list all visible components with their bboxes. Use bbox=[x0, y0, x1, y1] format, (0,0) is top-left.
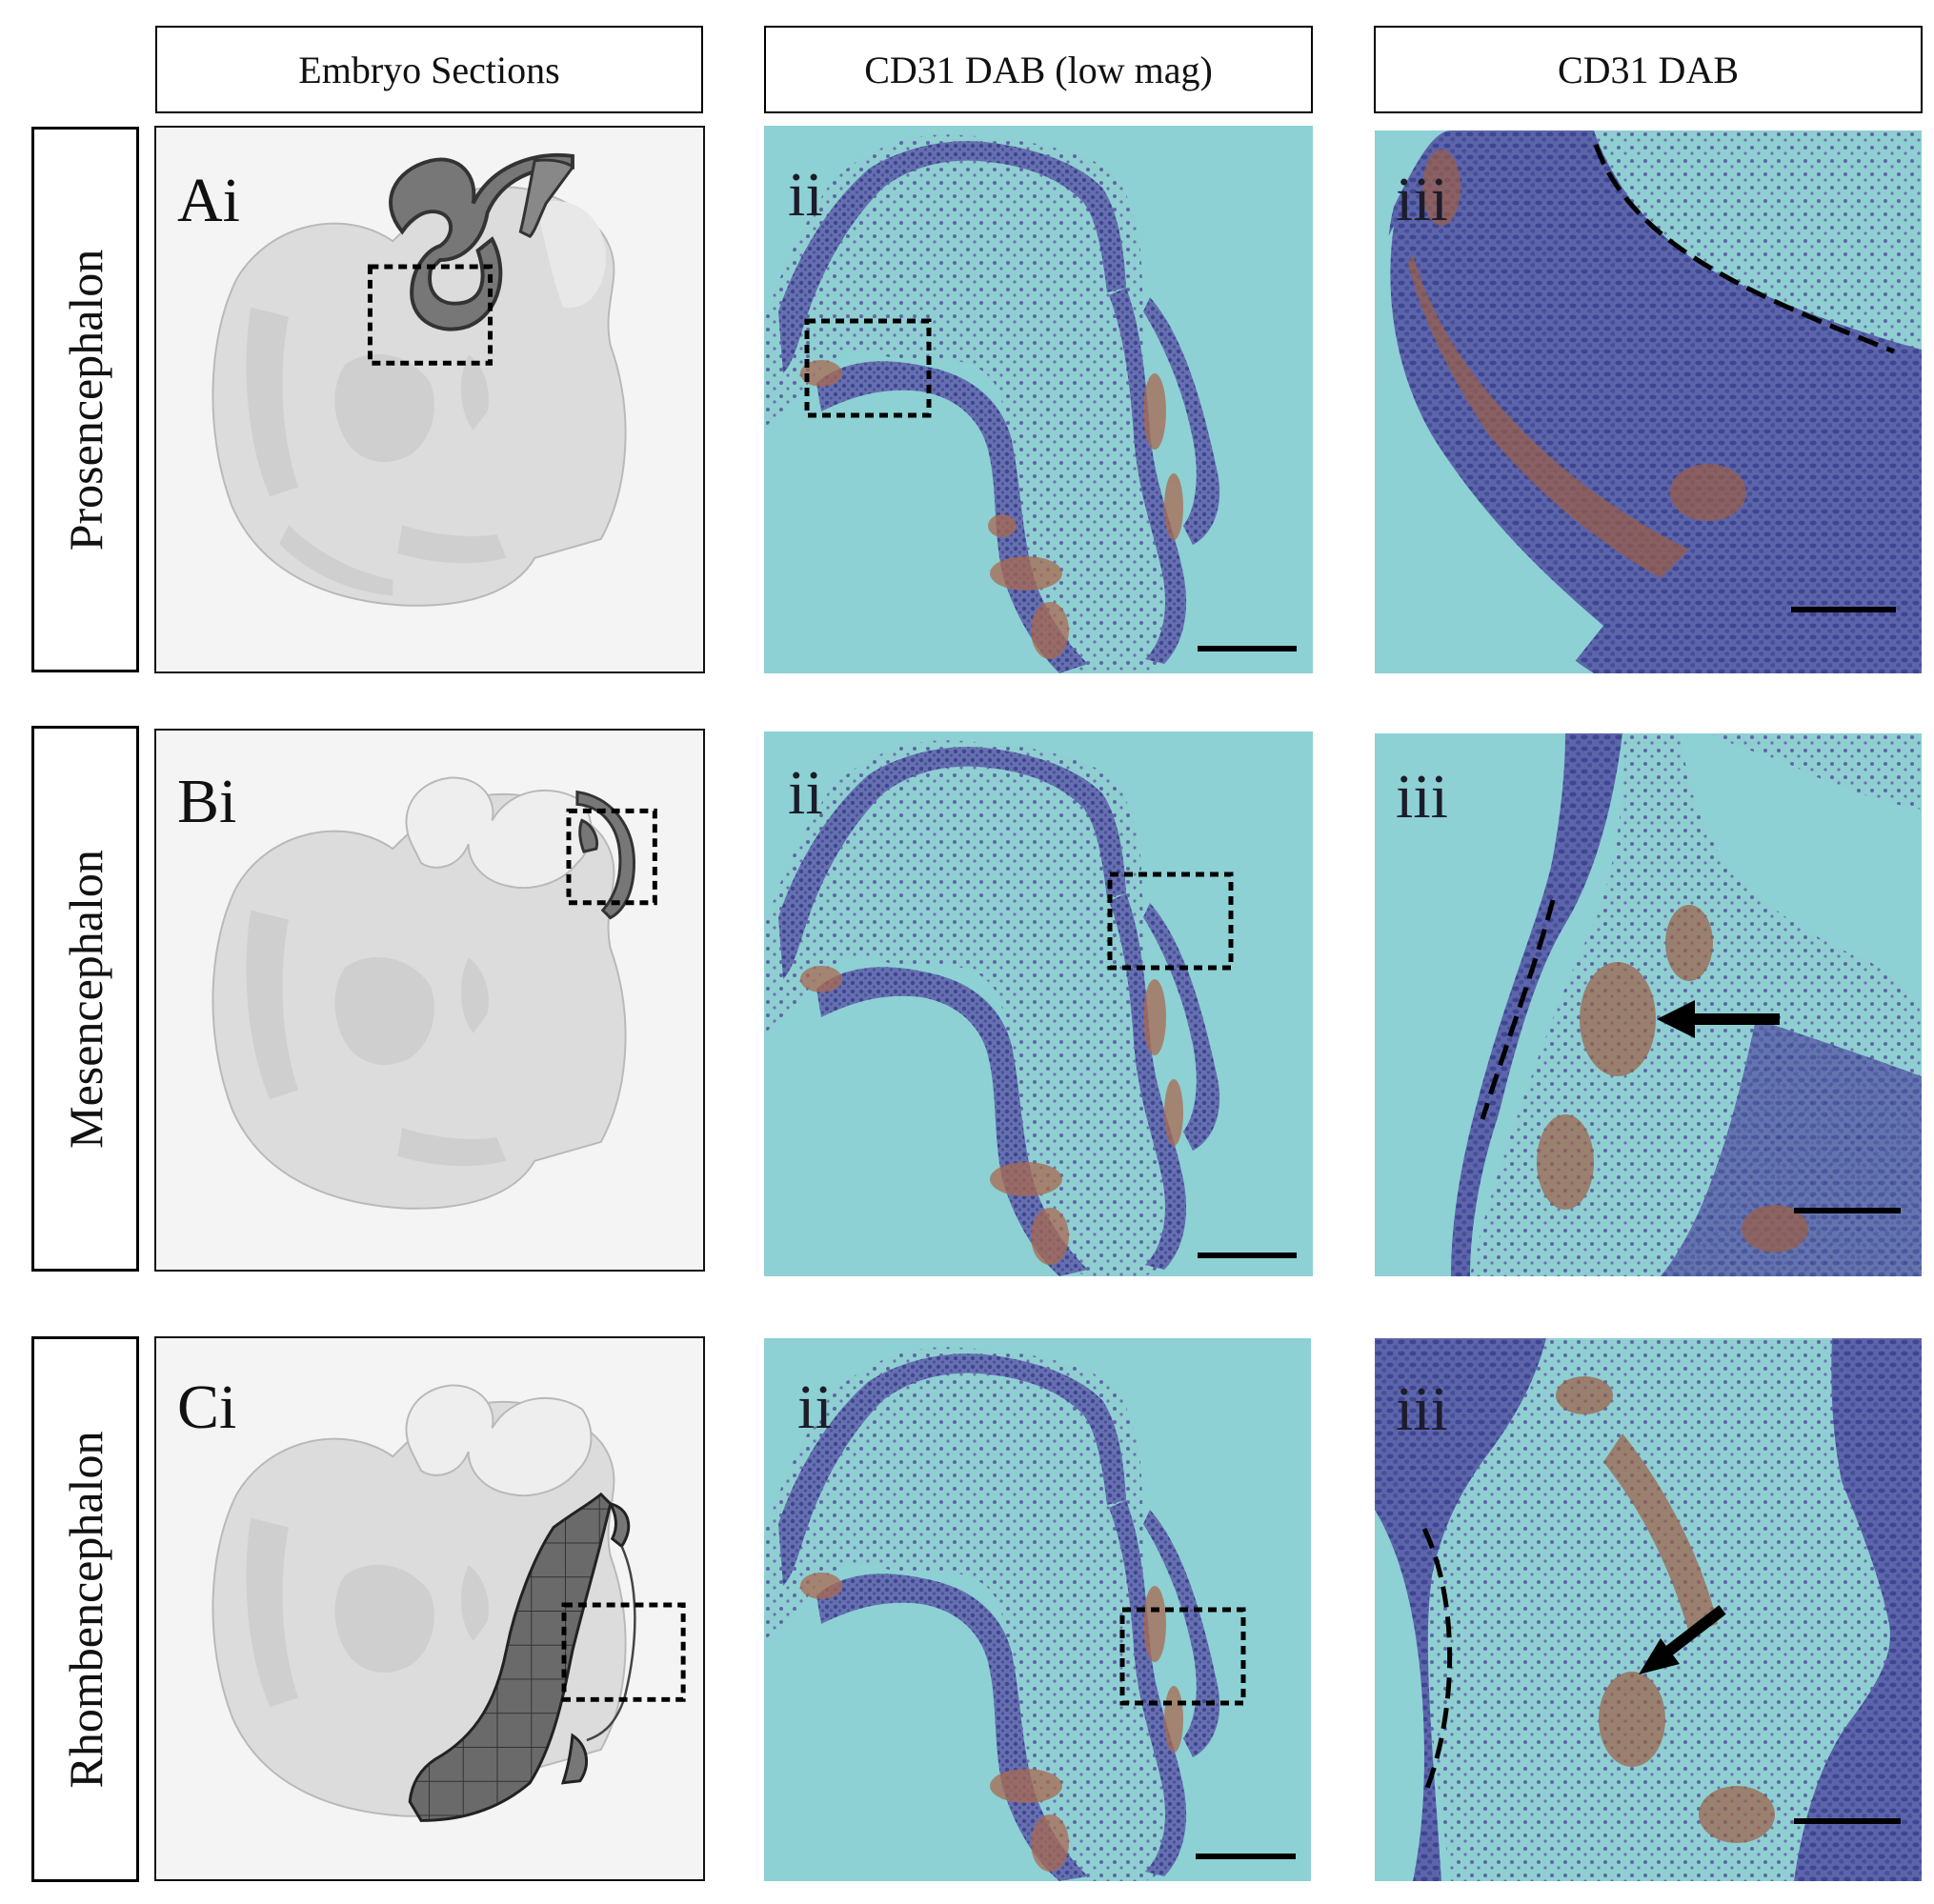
panel-label-ci: Ci bbox=[177, 1373, 237, 1442]
cd31-low-mag-panel-c: ii bbox=[764, 1338, 1311, 1881]
cd31-high-mag-panel-a: iii bbox=[1375, 130, 1922, 673]
embryo-section-panel-a: Ai bbox=[154, 126, 705, 673]
micrograph-low-mag bbox=[764, 126, 1313, 673]
panel-label-ii: ii bbox=[788, 758, 823, 828]
micrograph-high-mag bbox=[1375, 130, 1922, 673]
panel-label-ai: Ai bbox=[177, 166, 240, 235]
embryo-section-image bbox=[212, 776, 657, 1210]
cd31-high-mag-panel-b: iii bbox=[1375, 733, 1922, 1276]
scale-bar bbox=[1794, 1208, 1901, 1213]
row-label-text: Mesencephalon bbox=[58, 849, 112, 1149]
scale-bar bbox=[1198, 646, 1297, 651]
cd31-low-mag-panel-b: ii bbox=[764, 732, 1313, 1276]
row-label-text: Prosencephalon bbox=[58, 249, 112, 551]
row-label-prosencephalon: Prosencephalon bbox=[31, 127, 139, 672]
embryo-section-image bbox=[212, 152, 627, 607]
panel-label-iii: iii bbox=[1396, 165, 1449, 234]
embryo-section-image bbox=[212, 1384, 686, 1822]
cd31-low-mag-panel-a: ii bbox=[764, 126, 1313, 673]
panel-label-ii: ii bbox=[788, 160, 823, 230]
micrograph-high-mag bbox=[1375, 733, 1922, 1276]
panel-label-ii: ii bbox=[797, 1373, 833, 1442]
column-header-embryo-sections: Embryo Sections bbox=[155, 26, 703, 113]
panel-label-bi: Bi bbox=[177, 767, 237, 836]
scale-bar bbox=[1196, 1854, 1296, 1859]
row-label-mesencephalon: Mesencephalon bbox=[31, 726, 139, 1272]
scale-bar bbox=[1794, 1818, 1901, 1824]
scale-bar bbox=[1198, 1253, 1297, 1258]
panel-label-iii: iii bbox=[1396, 1374, 1449, 1444]
embryo-section-panel-b: Bi bbox=[154, 729, 705, 1272]
row-label-text: Rhombencephalon bbox=[58, 1431, 112, 1788]
panel-label-iii: iii bbox=[1396, 762, 1449, 832]
column-header-cd31-low-mag: CD31 DAB (low mag) bbox=[764, 26, 1313, 113]
column-header-cd31-dab: CD31 DAB bbox=[1374, 26, 1923, 113]
cd31-high-mag-panel-c: iii bbox=[1375, 1338, 1922, 1881]
scale-bar bbox=[1791, 607, 1896, 612]
micrograph-high-mag bbox=[1375, 1338, 1922, 1881]
embryo-section-panel-c: Ci bbox=[154, 1336, 705, 1881]
micrograph-low-mag bbox=[764, 1338, 1311, 1881]
micrograph-low-mag bbox=[764, 732, 1313, 1276]
row-label-rhombencephalon: Rhombencephalon bbox=[31, 1336, 139, 1882]
